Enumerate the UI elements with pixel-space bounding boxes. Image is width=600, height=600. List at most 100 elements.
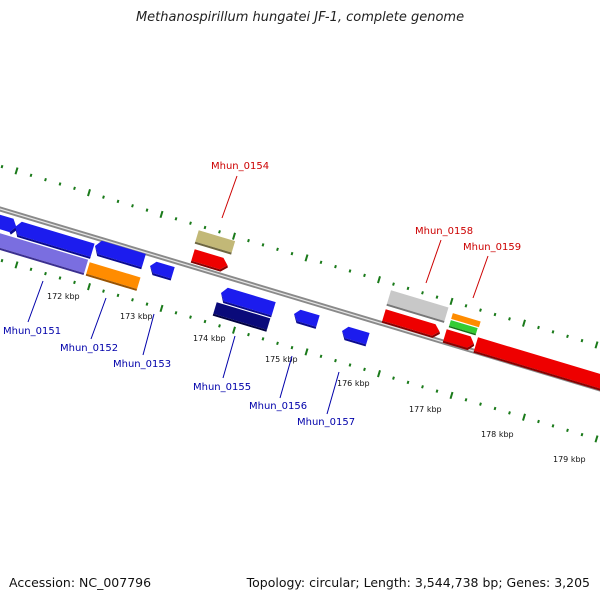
lower-minor-tick: [102, 289, 105, 293]
upper-minor-tick: [406, 286, 410, 291]
gene-bar-mhun-0159-green[interactable]: [448, 320, 478, 336]
lower-minor-tick: [44, 271, 47, 276]
gene-arrow-red-2[interactable]: [381, 309, 443, 339]
upper-minor-tick: [73, 186, 76, 191]
lower-minor-tick: [247, 332, 250, 337]
lower-minor-tick: [319, 354, 323, 359]
gene-labels: Mhun_0154 Mhun_0158 Mhun_0159 Mhun_0151 …: [3, 161, 521, 428]
lower-minor-tick: [580, 432, 584, 437]
upper-minor-tick: [493, 312, 497, 317]
upper-minor-tick: [348, 269, 352, 273]
label-mhun-0156[interactable]: Mhun_0156: [249, 401, 307, 412]
lower-minor-tick: [493, 406, 497, 411]
lower-minor-tick: [464, 398, 468, 402]
accession-text: Accession: NC_007796: [9, 575, 152, 590]
topology-summary: Topology: circular; Length: 3,544,738 bp…: [246, 575, 590, 590]
label-mhun-0157[interactable]: Mhun_0157: [297, 417, 355, 428]
lower-major-tick: [377, 370, 381, 378]
scale-label-174: 174 kbp: [193, 334, 226, 343]
gene-arrow-mhun-0151[interactable]: [12, 220, 95, 259]
gene-arrow-mhun-0152[interactable]: [92, 239, 146, 270]
lower-minor-tick: [58, 276, 62, 280]
lower-minor-tick: [73, 280, 76, 285]
lower-minor-tick: [290, 345, 294, 350]
gene-bar-red-long[interactable]: [473, 337, 600, 393]
leader-mhun-0159: [472, 255, 489, 299]
lower-major-tick: [232, 326, 236, 334]
scale-label-172: 172 kbp: [47, 292, 80, 301]
scale-label-176: 176 kbp: [337, 379, 370, 388]
upper-minor-tick: [290, 251, 294, 256]
label-mhun-0158[interactable]: Mhun_0158: [415, 226, 473, 237]
leader-mhun-0153: [142, 313, 155, 356]
lower-minor-tick: [363, 367, 366, 372]
label-mhun-0154[interactable]: Mhun_0154: [211, 161, 269, 172]
leader-lines: [27, 175, 489, 415]
label-mhun-0152[interactable]: Mhun_0152: [60, 343, 118, 354]
lower-major-tick: [449, 391, 454, 400]
upper-minor-tick: [247, 238, 250, 243]
gene-arrow-mhun-0157[interactable]: [340, 325, 370, 347]
gene-bar-mhun-0154[interactable]: [194, 230, 236, 255]
gene-bar-purple[interactable]: [0, 233, 89, 276]
lower-minor-tick: [0, 258, 4, 263]
upper-minor-tick: [174, 217, 178, 221]
upper-minor-tick: [537, 325, 540, 330]
lower-minor-tick: [174, 311, 178, 315]
scale-label-177: 177 kbp: [409, 405, 442, 414]
upper-minor-tick: [334, 264, 337, 269]
label-mhun-0159[interactable]: Mhun_0159: [463, 242, 521, 253]
lower-minor-tick: [435, 389, 439, 393]
gene-arrow-red-3[interactable]: [442, 329, 477, 351]
upper-major-tick: [304, 254, 309, 262]
upper-minor-tick: [203, 225, 207, 230]
gene-bar-navy[interactable]: [212, 302, 271, 332]
upper-major-tick: [232, 232, 236, 240]
gene-arrow-mhun-0153[interactable]: [148, 260, 175, 281]
scale-labels: 172 kbp 173 kbp 174 kbp 175 kbp 176 kbp …: [47, 292, 586, 464]
lower-minor-tick: [145, 302, 149, 306]
upper-major-tick: [449, 297, 454, 306]
lower-major-tick: [159, 304, 164, 313]
upper-major-tick: [159, 210, 164, 219]
lower-minor-tick: [276, 341, 279, 346]
gene-arrow-mhun-0155[interactable]: [218, 286, 276, 318]
gene-bar-orange-left[interactable]: [85, 262, 141, 291]
gene-bar-mhun-0159-orange[interactable]: [451, 313, 481, 328]
lower-minor-tick: [189, 315, 192, 319]
gene-arrow-red-1[interactable]: [190, 249, 230, 273]
lower-minor-tick: [203, 319, 207, 324]
label-mhun-0155[interactable]: Mhun_0155: [193, 382, 251, 393]
lower-minor-tick: [334, 358, 337, 363]
upper-minor-tick: [464, 304, 468, 308]
gene-features: [0, 209, 600, 393]
lower-major-tick: [14, 261, 19, 269]
upper-minor-tick: [435, 295, 439, 299]
leader-mhun-0152: [90, 297, 107, 340]
lower-minor-tick: [218, 324, 221, 328]
label-mhun-0151[interactable]: Mhun_0151: [3, 326, 61, 337]
upper-major-tick: [522, 319, 526, 327]
upper-minor-tick: [0, 164, 4, 169]
upper-minor-tick: [551, 330, 555, 334]
upper-major-tick: [14, 167, 19, 175]
upper-major-tick: [594, 341, 599, 349]
upper-major-tick: [87, 189, 91, 197]
lower-minor-tick: [421, 385, 424, 389]
gene-arrow-mhun-0156[interactable]: [292, 308, 320, 329]
upper-minor-tick: [508, 317, 511, 321]
lower-major-tick: [594, 435, 599, 443]
lower-minor-tick: [261, 337, 265, 341]
label-mhun-0153[interactable]: Mhun_0153: [113, 359, 171, 370]
upper-minor-tick: [29, 173, 33, 178]
upper-minor-tick: [218, 230, 221, 234]
upper-major-tick: [377, 276, 381, 284]
leader-mhun-0155: [222, 335, 236, 379]
gene-bar-mhun-0158[interactable]: [386, 290, 449, 323]
map-title: Methanospirillum hungatei JF-1, complete…: [135, 10, 465, 25]
lower-minor-tick: [131, 298, 134, 302]
scale-label-178: 178 kbp: [481, 430, 514, 439]
upper-minor-tick: [44, 177, 47, 182]
lower-minor-tick: [551, 424, 555, 428]
